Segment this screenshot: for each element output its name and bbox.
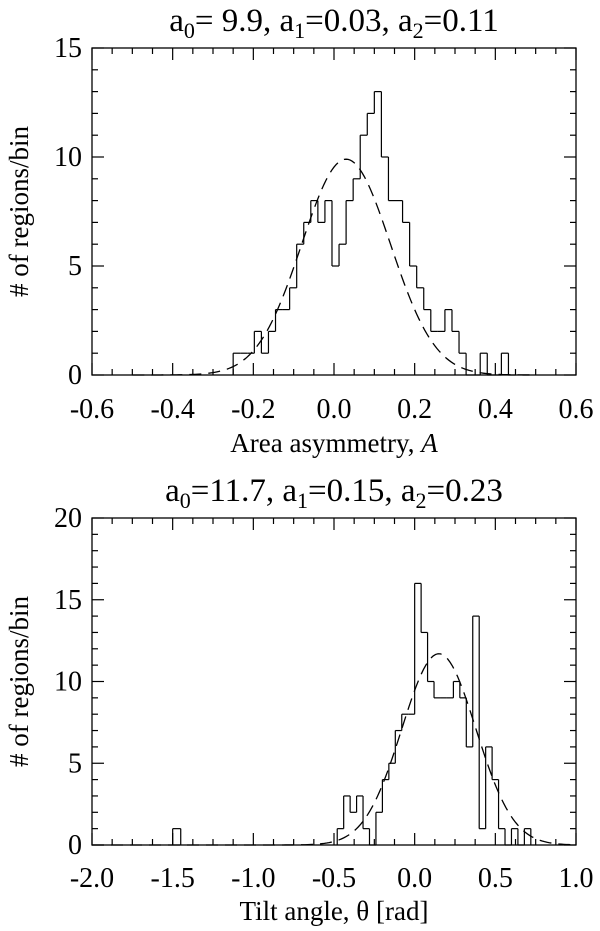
title-text: a [165,473,180,509]
x-tick-label: -1.0 [231,863,275,894]
x-axis-label-text: Tilt angle, θ [rad] [240,896,429,926]
chart-title: a0= 9.9, a1=0.03, a2=0.11 [169,3,499,43]
chart-title: a0=11.7, a1=0.15, a2=0.23 [165,473,503,513]
y-axis-label: # of regions/bin [4,596,34,767]
gaussian-fit-curve [132,158,536,376]
x-tick-label: 0.2 [397,394,432,425]
x-tick-label: 1.0 [559,863,594,894]
x-axis-label-text: Area asymmetry, [230,428,421,458]
title-text: =0.15, a [308,473,416,509]
histogram [232,90,516,376]
title-subscript: 1 [297,488,308,513]
title-text: =0.23 [427,473,503,509]
chart-1: a0= 9.9, a1=0.03, a2=0.11-0.6 -0.4 -0.2 0.0… [4,3,594,458]
y-tick-label: 0 [68,830,82,861]
x-tick-label: -0.4 [151,394,195,425]
title-subscript: 2 [413,18,424,43]
y-tick-label: 5 [68,251,82,282]
plot-frame [91,47,577,376]
title-subscript: 0 [184,18,195,43]
y-tick-label: 15 [54,585,82,616]
title-text: = 9.9, a [195,3,295,39]
title-subscript: 2 [416,488,427,513]
title-text: =11.7, a [191,473,298,509]
title-text: =0.03, a [305,3,413,39]
x-tick-label: 0.5 [478,863,513,894]
title-subscript: 1 [294,18,305,43]
x-tick-label: 0.0 [317,394,352,425]
title-text: a [169,3,184,39]
x-axis-label: Area asymmetry, A [230,428,438,458]
y-tick-label: 10 [54,667,82,698]
x-tick-label: -0.5 [312,863,356,894]
y-tick-label: 15 [54,33,82,64]
x-tick-label: -1.5 [151,863,195,894]
x-tick-label: 0.0 [397,863,432,894]
y-tick-label: 10 [54,142,82,173]
y-axis-label: # of regions/bin [4,126,34,297]
plot-frame [91,517,577,846]
title-text: =0.11 [424,3,499,39]
y-tick-label: 5 [68,748,82,779]
title-subscript: 0 [180,488,191,513]
y-tick-label: 20 [54,503,82,534]
x-tick-label: 0.6 [559,394,594,425]
histogram [172,582,532,846]
x-axis-label-symbol: A [419,428,438,458]
x-tick-label: 0.4 [478,394,513,425]
x-tick-label: -2.0 [70,863,114,894]
x-axis-label: Tilt angle, θ [rad] [240,896,429,926]
gaussian-fit-curve [92,653,577,846]
x-tick-label: -0.2 [231,394,275,425]
x-tick-label: -0.6 [70,394,114,425]
y-tick-label: 0 [68,360,82,391]
chart-2: a0=11.7, a1=0.15, a2=0.23-2.0 -1.5 -1.0 -0.… [4,473,594,926]
